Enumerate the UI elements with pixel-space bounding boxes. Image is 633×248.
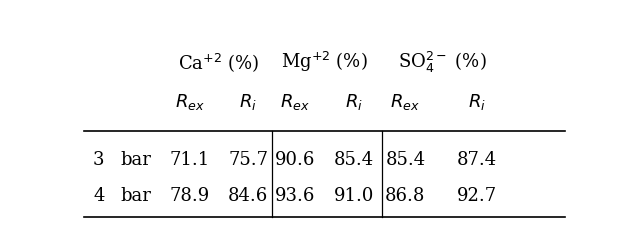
Text: $R_{ex}$: $R_{ex}$: [391, 92, 420, 112]
Text: 71.1: 71.1: [170, 151, 210, 169]
Text: 84.6: 84.6: [229, 187, 268, 205]
Text: 85.4: 85.4: [385, 151, 425, 169]
Text: 86.8: 86.8: [385, 187, 425, 205]
Text: $R_{ex}$: $R_{ex}$: [280, 92, 310, 112]
Text: Mg$^{+2}$ (%): Mg$^{+2}$ (%): [281, 50, 368, 74]
Text: $R_i$: $R_i$: [345, 92, 363, 112]
Text: 93.6: 93.6: [275, 187, 315, 205]
Text: 91.0: 91.0: [334, 187, 374, 205]
Text: 92.7: 92.7: [456, 187, 496, 205]
Text: 3: 3: [93, 151, 104, 169]
Text: bar: bar: [120, 187, 151, 205]
Text: 78.9: 78.9: [170, 187, 210, 205]
Text: 4: 4: [93, 187, 104, 205]
Text: 87.4: 87.4: [456, 151, 496, 169]
Text: 85.4: 85.4: [334, 151, 374, 169]
Text: bar: bar: [120, 151, 151, 169]
Text: $R_i$: $R_i$: [239, 92, 258, 112]
Text: Ca$^{+2}$ (%): Ca$^{+2}$ (%): [179, 51, 260, 74]
Text: 75.7: 75.7: [229, 151, 268, 169]
Text: $R_{ex}$: $R_{ex}$: [175, 92, 204, 112]
Text: $R_i$: $R_i$: [468, 92, 486, 112]
Text: 90.6: 90.6: [275, 151, 315, 169]
Text: SO$_4^{2-}$ (%): SO$_4^{2-}$ (%): [398, 50, 487, 75]
